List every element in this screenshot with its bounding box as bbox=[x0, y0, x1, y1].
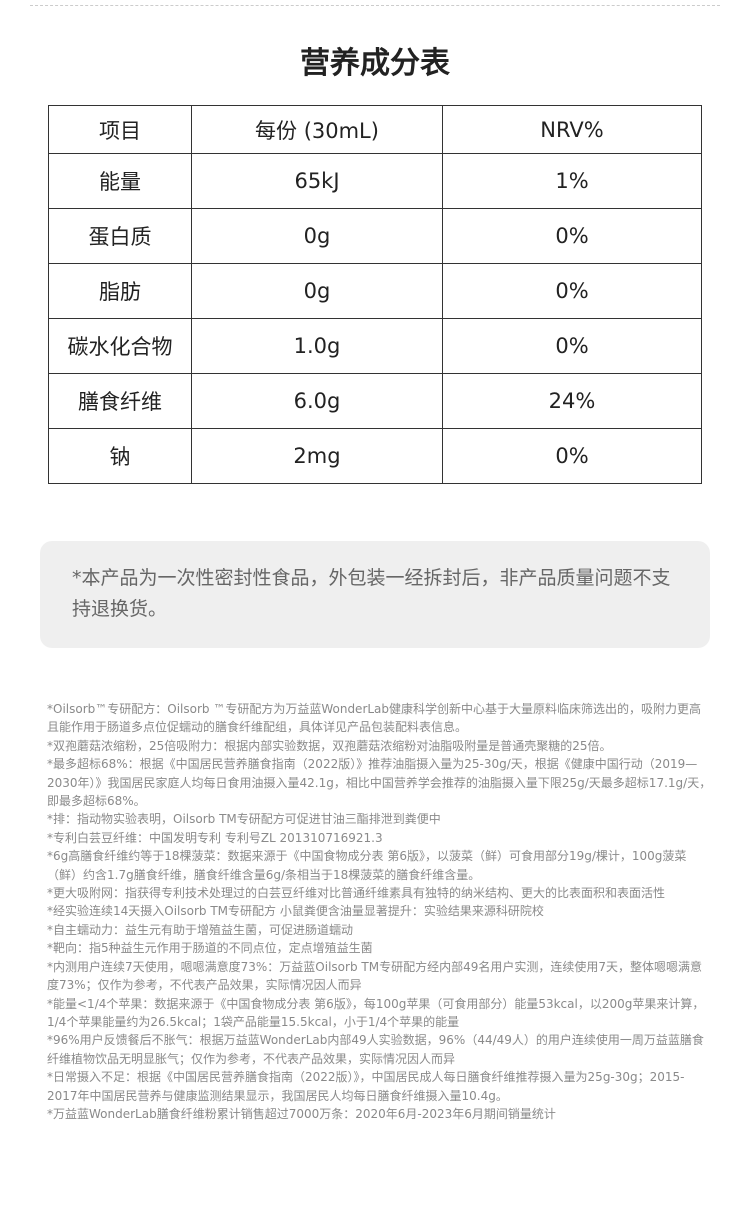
header-per-serving: 每份 (30mL) bbox=[191, 105, 443, 154]
nutrition-table: 项目 每份 (30mL) NRV% 能量 65kJ 1% 蛋白质 0g 0% 脂肪 0g 0% 碳… bbox=[48, 105, 702, 484]
footnote: *6g高膳食纤维约等于18棵菠菜：数据来源于《中国食物成分表 第6版》，以菠菜（… bbox=[47, 849, 687, 882]
table-row: 碳水化合物 1.0g 0% bbox=[48, 318, 702, 374]
return-policy-notice: *本产品为一次性密封性食品，外包装一经拆封后，非产品质量问题不支持退换货。 bbox=[40, 541, 710, 648]
footnotes: *Oilsorb™专研配方：Oilsorb ™专研配方为万益蓝WonderLab… bbox=[47, 700, 712, 1123]
per-serving-value: 0g bbox=[191, 208, 443, 264]
footnote: *能量<1/4个苹果：数据来源于《中国食物成分表 第6版》，每100g苹果（可食… bbox=[47, 996, 705, 1029]
nrv-value: 0% bbox=[442, 208, 702, 264]
footnote: *更大吸附网：指获得专利技术处理过的白芸豆纤维对比普通纤维素具有独特的纳米结构、… bbox=[47, 886, 666, 901]
footnote: *专利白芸豆纤维：中国发明专利 专利号ZL 201310716921.3 bbox=[47, 830, 383, 845]
per-serving-value: 1.0g bbox=[191, 318, 443, 374]
dashed-divider bbox=[30, 5, 720, 6]
table-row: 膳食纤维 6.0g 24% bbox=[48, 373, 702, 429]
footnote: *靶向：指5种益生元作用于肠道的不同点位，定点增殖益生菌 bbox=[47, 941, 373, 956]
nrv-value: 24% bbox=[442, 373, 702, 429]
nutrient-name: 碳水化合物 bbox=[48, 318, 192, 374]
nrv-value: 0% bbox=[442, 428, 702, 484]
footnote: *万益蓝WonderLab膳食纤维粉累计销售超过7000万条：2020年6月-2… bbox=[47, 1106, 556, 1121]
per-serving-value: 0g bbox=[191, 263, 443, 319]
footnote: *自主蠕动力：益生元有助于增殖益生菌，可促进肠道蠕动 bbox=[47, 922, 354, 937]
nrv-value: 1% bbox=[442, 153, 702, 209]
table-row: 蛋白质 0g 0% bbox=[48, 208, 702, 264]
nrv-value: 0% bbox=[442, 318, 702, 374]
footnote: *内测用户连续7天使用，嗯嗯满意度73%：万益蓝Oilsorb TM专研配方经内… bbox=[47, 959, 702, 993]
table-row: 钠 2mg 0% bbox=[48, 428, 702, 484]
table-row: 能量 65kJ 1% bbox=[48, 153, 702, 209]
footnote: *经实验连续14天摄入Oilsorb TM专研配方 小鼠粪便含油量显著提升：实验… bbox=[47, 904, 544, 919]
table-header-row: 项目 每份 (30mL) NRV% bbox=[48, 105, 702, 154]
page-title: 营养成分表 bbox=[300, 46, 450, 81]
per-serving-value: 2mg bbox=[191, 428, 443, 484]
nutrient-name: 能量 bbox=[48, 153, 192, 209]
footnote: *96%用户反馈餐后不胀气：根据万益蓝WonderLab内部49人实验数据，96… bbox=[47, 1033, 704, 1066]
footnote: *排：指动物实验表明，Oilsorb TM专研配方可促进甘油三酯排泄到粪便中 bbox=[47, 812, 441, 827]
table-row: 脂肪 0g 0% bbox=[48, 263, 702, 319]
footnote: *最多超标68%：根据《中国居民营养膳食指南（2022版）》推荐油脂摄入量为25… bbox=[47, 757, 712, 809]
footnote: *日常摄入不足：根据《中国居民营养膳食指南（2022版）》，中国居民成人每日膳食… bbox=[47, 1070, 685, 1103]
header-nrv: NRV% bbox=[442, 105, 702, 154]
nutrient-name: 钠 bbox=[48, 428, 192, 484]
nutrient-name: 脂肪 bbox=[48, 263, 192, 319]
footnote: *Oilsorb™专研配方：Oilsorb ™专研配方为万益蓝WonderLab… bbox=[47, 702, 702, 735]
nutrient-name: 蛋白质 bbox=[48, 208, 192, 264]
nrv-value: 0% bbox=[442, 263, 702, 319]
header-item: 项目 bbox=[48, 105, 192, 154]
per-serving-value: 65kJ bbox=[191, 153, 443, 209]
footnote: *双孢蘑菇浓缩粉，25倍吸附力：根据内部实验数据，双孢蘑菇浓缩粉对油脂吸附量是普… bbox=[47, 738, 612, 753]
per-serving-value: 6.0g bbox=[191, 373, 443, 429]
nutrient-name: 膳食纤维 bbox=[48, 373, 192, 429]
